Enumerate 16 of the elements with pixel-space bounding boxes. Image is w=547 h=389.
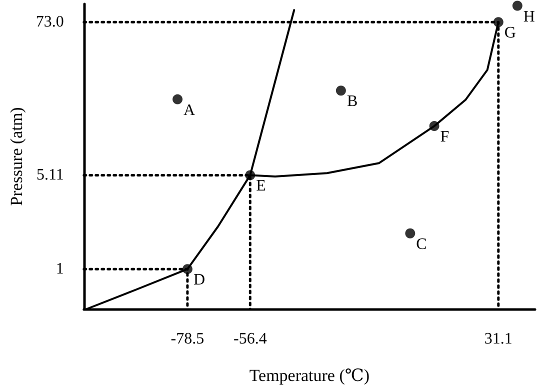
y-tick-label: 1 bbox=[56, 260, 64, 278]
x-tick-label: -78.5 bbox=[170, 330, 204, 348]
annotation: H bbox=[523, 8, 536, 26]
annotation: C bbox=[416, 236, 427, 253]
y-tick-label: 5.11 bbox=[36, 166, 64, 184]
x-axis-title: Temperature (℃) bbox=[249, 366, 370, 385]
x-tick-label: 31.1 bbox=[484, 330, 512, 348]
annotation: B bbox=[346, 93, 358, 110]
annotation: G bbox=[504, 24, 516, 42]
annotation: A bbox=[184, 102, 196, 119]
annotation: F bbox=[440, 128, 450, 146]
annotation: E bbox=[256, 178, 266, 195]
x-tick-label: -56.4 bbox=[233, 330, 267, 348]
annotation: D bbox=[193, 272, 206, 289]
y-axis-title: Pressure (atm) bbox=[7, 107, 26, 206]
y-tick-label: 73.0 bbox=[36, 14, 64, 31]
